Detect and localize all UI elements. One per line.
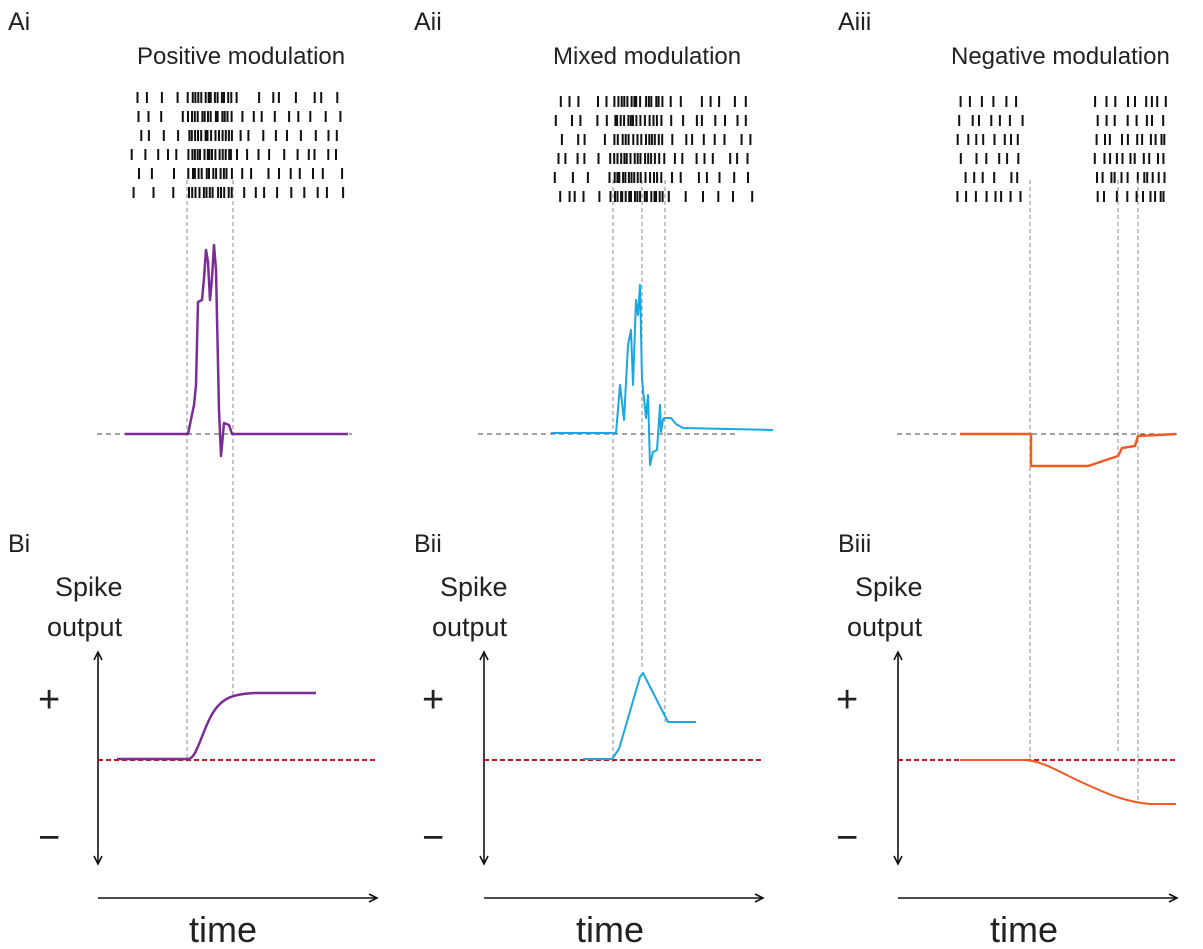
y-axis-arrow <box>893 650 903 866</box>
y-axis-label-line1: Spike <box>855 572 923 602</box>
column-positive: Ai Positive modulation Bi Spike output +… <box>8 8 379 949</box>
panel-title-mixed: Mixed modulation <box>553 43 741 70</box>
panel-label-bi: Bi <box>8 530 30 558</box>
panel-label-aiii: Aiii <box>838 8 871 36</box>
minus-sign: − <box>38 817 60 859</box>
firing-rate-trace-positive <box>125 243 348 458</box>
time-axis-label: time <box>576 909 644 949</box>
output-curve-negative <box>960 759 1176 805</box>
y-axis-arrow <box>479 650 489 866</box>
plus-sign: + <box>836 679 858 721</box>
output-curve-positive <box>117 691 316 761</box>
y-axis-label-line1: Spike <box>440 572 508 602</box>
raster-negative <box>956 96 1167 202</box>
output-curve-mixed <box>583 672 696 760</box>
panel-title-negative: Negative modulation <box>951 43 1170 70</box>
minus-sign: − <box>836 817 858 859</box>
y-axis-arrow <box>93 650 103 866</box>
raster-mixed <box>553 96 754 202</box>
y-axis-label-line2: output <box>47 612 123 642</box>
y-axis-label-line1: Spike <box>55 572 123 602</box>
time-axis-arrow <box>484 893 765 903</box>
panel-label-ai: Ai <box>8 8 30 36</box>
panel-label-aii: Aii <box>414 8 442 36</box>
panel-label-biii: Biii <box>838 530 871 558</box>
time-axis-arrow <box>98 893 379 903</box>
y-axis-label-line2: output <box>432 612 508 642</box>
firing-rate-trace-negative <box>960 432 1177 468</box>
minus-sign: − <box>422 817 444 859</box>
firing-rate-trace-mixed <box>551 284 774 466</box>
y-axis-label-line2: output <box>847 612 923 642</box>
raster-positive <box>130 92 345 198</box>
column-negative: Aiii Negative modulation Biii Spike outp… <box>836 8 1179 949</box>
time-axis-arrow <box>898 893 1179 903</box>
plus-sign: + <box>422 679 444 721</box>
column-mixed: Aii Mixed modulation Bii Spike output + … <box>414 8 774 949</box>
time-axis-label: time <box>189 909 257 949</box>
panel-title-positive: Positive modulation <box>137 43 345 70</box>
plus-sign: + <box>38 679 60 721</box>
panel-label-bii: Bii <box>414 530 442 558</box>
time-axis-label: time <box>990 909 1058 949</box>
